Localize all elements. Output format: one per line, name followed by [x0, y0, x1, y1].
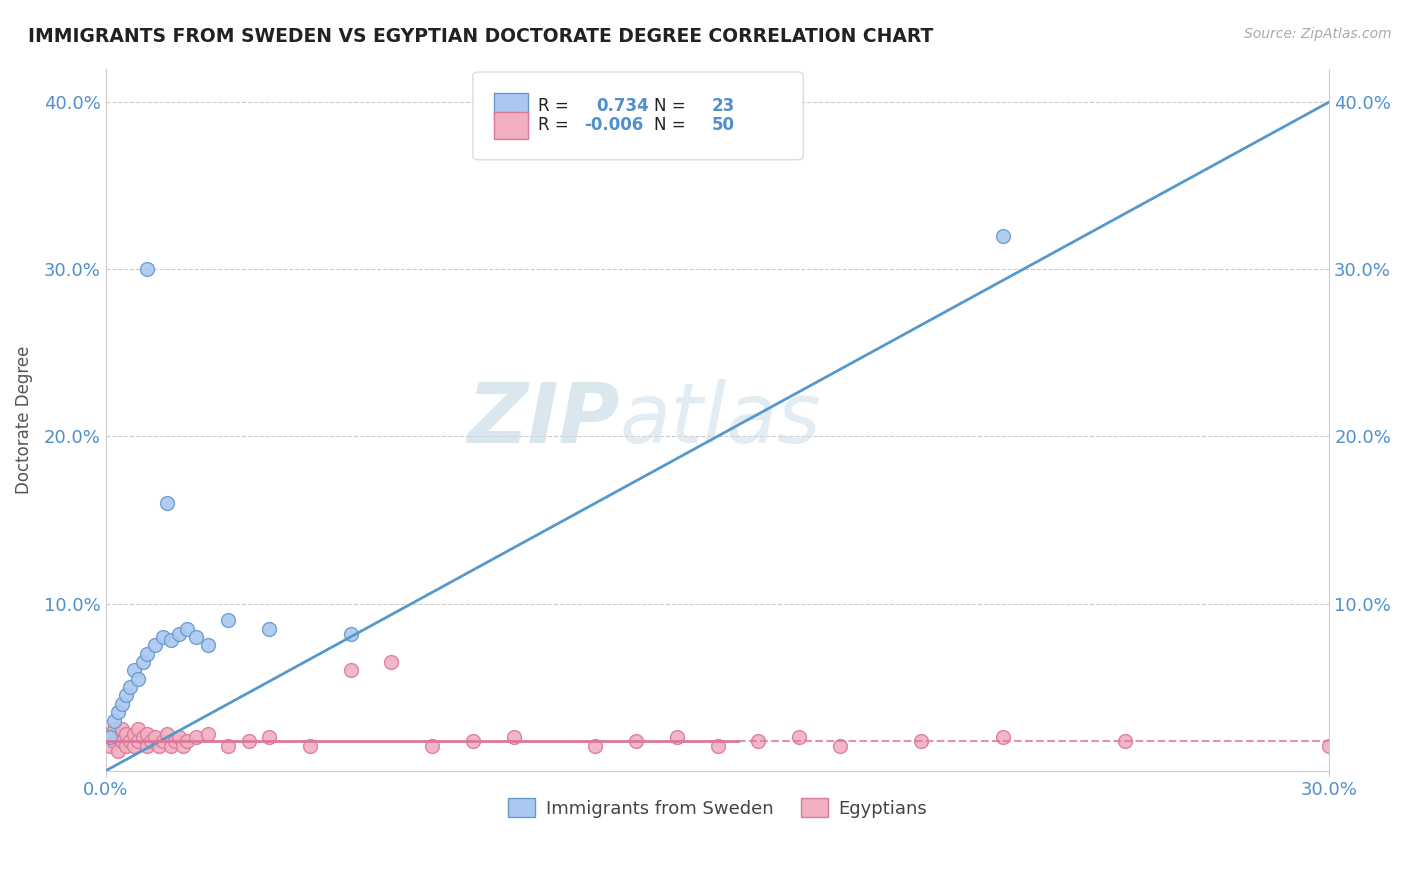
- Point: [217, 613, 239, 627]
- Point: [115, 727, 138, 741]
- Text: atlas: atlas: [620, 379, 821, 460]
- Point: [160, 739, 183, 753]
- Point: [238, 733, 260, 747]
- Point: [828, 739, 851, 753]
- Point: [176, 622, 198, 636]
- Point: [298, 739, 321, 753]
- Text: ZIP: ZIP: [467, 379, 620, 460]
- Point: [115, 739, 138, 753]
- Point: [176, 733, 198, 747]
- Point: [172, 739, 194, 753]
- Point: [111, 697, 134, 711]
- Point: [165, 733, 187, 747]
- Point: [380, 655, 402, 669]
- Point: [624, 733, 647, 747]
- Point: [143, 731, 166, 745]
- Point: [665, 731, 688, 745]
- Point: [103, 722, 125, 736]
- Point: [167, 626, 190, 640]
- Point: [103, 733, 125, 747]
- Point: [461, 733, 484, 747]
- Text: R =: R =: [537, 116, 574, 135]
- Point: [139, 733, 162, 747]
- Text: -0.006: -0.006: [585, 116, 644, 135]
- Point: [103, 714, 125, 728]
- Point: [111, 722, 134, 736]
- Point: [502, 731, 524, 745]
- Point: [184, 630, 207, 644]
- Point: [124, 664, 146, 678]
- Point: [127, 672, 149, 686]
- Point: [135, 727, 157, 741]
- Point: [98, 731, 121, 745]
- Point: [167, 731, 190, 745]
- Y-axis label: Doctorate Degree: Doctorate Degree: [15, 345, 32, 494]
- Point: [135, 647, 157, 661]
- Point: [131, 731, 153, 745]
- Point: [152, 630, 174, 644]
- Point: [152, 733, 174, 747]
- FancyBboxPatch shape: [494, 112, 527, 139]
- Text: 50: 50: [711, 116, 734, 135]
- Text: 0.734: 0.734: [596, 97, 650, 115]
- Point: [127, 733, 149, 747]
- Point: [160, 633, 183, 648]
- Point: [1317, 739, 1340, 753]
- Text: IMMIGRANTS FROM SWEDEN VS EGYPTIAN DOCTORATE DEGREE CORRELATION CHART: IMMIGRANTS FROM SWEDEN VS EGYPTIAN DOCTO…: [28, 27, 934, 45]
- Point: [197, 727, 219, 741]
- Point: [120, 680, 142, 694]
- Point: [706, 739, 728, 753]
- Point: [991, 228, 1014, 243]
- Point: [339, 626, 361, 640]
- Point: [420, 739, 443, 753]
- Point: [991, 731, 1014, 745]
- Text: R =: R =: [537, 97, 574, 115]
- Point: [747, 733, 769, 747]
- Point: [124, 727, 146, 741]
- Point: [583, 739, 606, 753]
- Point: [143, 638, 166, 652]
- Point: [339, 664, 361, 678]
- Text: 23: 23: [711, 97, 735, 115]
- Point: [156, 496, 179, 510]
- Point: [107, 705, 129, 719]
- Text: Source: ZipAtlas.com: Source: ZipAtlas.com: [1244, 27, 1392, 41]
- Point: [910, 733, 932, 747]
- Point: [115, 689, 138, 703]
- Point: [124, 739, 146, 753]
- Legend: Immigrants from Sweden, Egyptians: Immigrants from Sweden, Egyptians: [501, 791, 935, 825]
- Point: [156, 727, 179, 741]
- Point: [257, 622, 280, 636]
- Point: [135, 262, 157, 277]
- Point: [148, 739, 170, 753]
- Point: [98, 727, 121, 741]
- Point: [131, 655, 153, 669]
- FancyBboxPatch shape: [472, 72, 803, 160]
- FancyBboxPatch shape: [494, 93, 527, 120]
- Point: [127, 722, 149, 736]
- Point: [1114, 733, 1136, 747]
- Point: [98, 739, 121, 753]
- Text: N =: N =: [654, 97, 690, 115]
- Point: [257, 731, 280, 745]
- Point: [107, 731, 129, 745]
- Point: [107, 744, 129, 758]
- Point: [120, 733, 142, 747]
- Point: [217, 739, 239, 753]
- Point: [111, 733, 134, 747]
- Point: [184, 731, 207, 745]
- Text: N =: N =: [654, 116, 690, 135]
- Point: [197, 638, 219, 652]
- Point: [135, 739, 157, 753]
- Point: [787, 731, 810, 745]
